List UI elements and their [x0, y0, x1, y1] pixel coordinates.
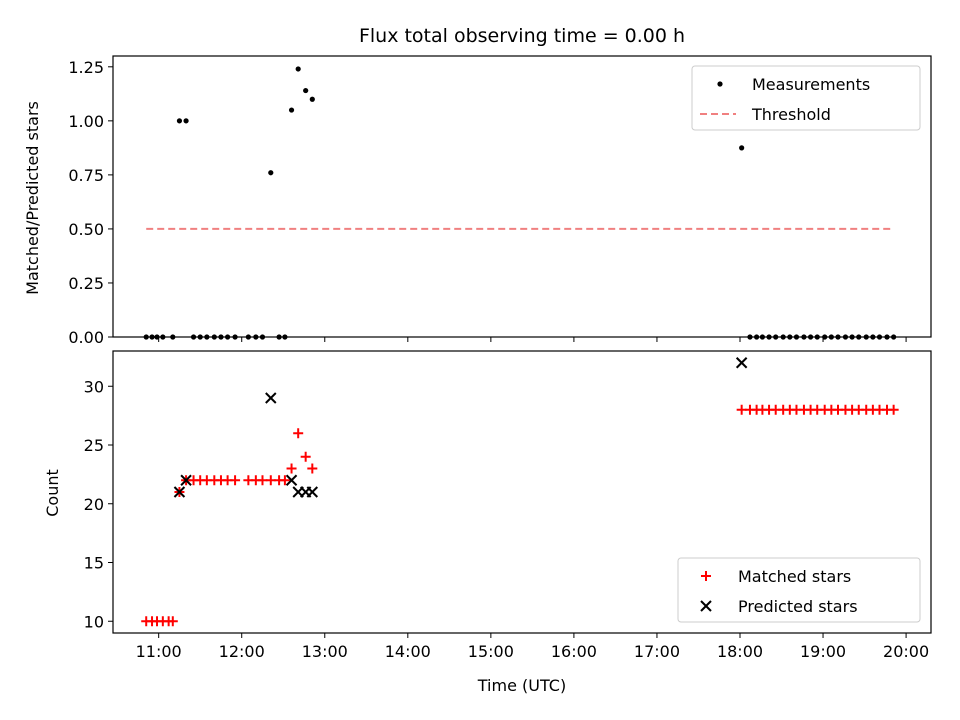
x-tick-label: 15:00 — [468, 642, 514, 661]
legend-measurement-swatch — [717, 81, 723, 87]
legend-matched-swatch — [701, 571, 711, 581]
matched-star-point — [279, 475, 290, 486]
predicted-star-point — [285, 474, 298, 486]
x-tick-label: 18:00 — [717, 642, 763, 661]
y-tick-label: 0.75 — [68, 166, 104, 185]
matched-star-point — [307, 463, 318, 474]
y-tick-label: 25 — [84, 436, 104, 455]
predicted-star-point — [173, 486, 186, 498]
x-tick-label: 17:00 — [634, 642, 680, 661]
x-tick-label: 14:00 — [385, 642, 431, 661]
y-tick-label: 20 — [84, 495, 104, 514]
measurement-point — [183, 118, 189, 124]
chart-title: Flux total observing time = 0.00 h — [359, 25, 685, 47]
y-tick-label: 0.50 — [68, 220, 104, 239]
y-tick-label: 15 — [84, 554, 104, 573]
legend-box — [677, 557, 921, 623]
matched-star-point — [300, 451, 311, 462]
matched-star-point — [293, 428, 304, 439]
legend: Measurements Threshold — [691, 65, 921, 131]
y-tick-label: 0.00 — [68, 328, 104, 347]
bottom-y-axis-label: Count — [43, 469, 62, 517]
x-tick-label: 19:00 — [800, 642, 846, 661]
x-tick-label: 16:00 — [551, 642, 597, 661]
matched-star-point — [888, 404, 899, 415]
x-tick-label: 11:00 — [136, 642, 182, 661]
legend-label: Predicted stars — [738, 597, 858, 616]
matched-star-point — [167, 616, 178, 627]
matched-star-point — [286, 463, 297, 474]
predicted-star-point — [180, 474, 192, 486]
x-tick-label: 13:00 — [302, 642, 348, 661]
measurement-point — [288, 107, 295, 113]
x-tick-label: 20:00 — [883, 642, 929, 661]
y-tick-label: 1.00 — [68, 112, 104, 131]
y-tick-label: 10 — [84, 612, 104, 631]
bottom-panel: 11:00 12:00 13:00 14:00 15:00 16:00 17:00 18:00… — [84, 350, 932, 661]
matched-star-point — [230, 475, 241, 486]
plot-frame — [112, 55, 932, 338]
measurement-point — [268, 170, 274, 176]
measurement-point — [739, 145, 745, 151]
legend-label: Threshold — [751, 105, 831, 124]
legend-label: Matched stars — [738, 567, 851, 586]
measurement-point — [176, 118, 183, 124]
x-axis-label: Time (UTC) — [477, 676, 566, 695]
plot-frame — [112, 350, 932, 634]
legend-box — [691, 65, 921, 131]
measurement-point — [303, 87, 309, 94]
legend-label: Measurements — [752, 75, 870, 94]
x-tick-label: 12:00 — [219, 642, 265, 661]
y-tick-label: 0.25 — [68, 274, 104, 293]
measurement-point — [295, 66, 301, 72]
top-panel: 0.00 0.25 0.50 0.75 1.00 1.25 Measurements Thre… — [68, 55, 932, 347]
y-tick-label: 1.25 — [68, 58, 104, 77]
predicted-star-point — [265, 392, 277, 404]
y-tick-label: 30 — [84, 377, 104, 396]
legend-predicted-swatch — [700, 600, 712, 612]
predicted-star-point — [306, 486, 319, 498]
measurement-point — [309, 96, 315, 102]
predicted-star-point — [735, 357, 748, 369]
legend: Matched stars Predicted stars — [677, 557, 921, 623]
top-y-axis-label: Matched/Predicted stars — [23, 101, 42, 295]
